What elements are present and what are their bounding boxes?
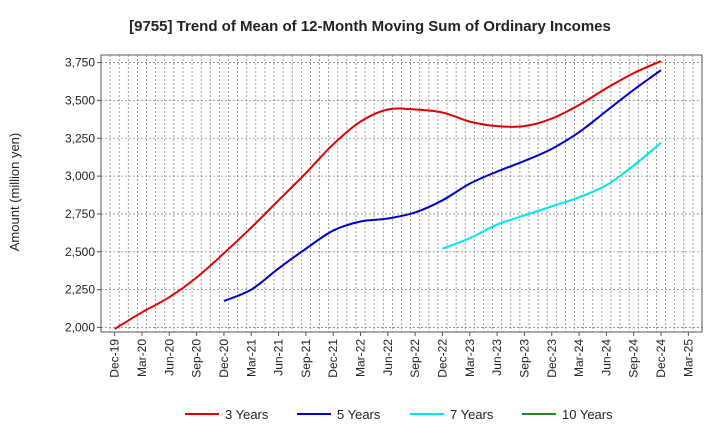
x-tick-label: Jun-24: [599, 339, 613, 376]
x-tick-label: Mar-25: [681, 339, 695, 377]
y-tick-label: 3,500: [65, 93, 95, 107]
x-tick-label: Sep-24: [627, 339, 641, 378]
x-tick-label: Mar-20: [135, 339, 149, 377]
x-axis-ticks: Dec-19 Mar-20 Jun-20 Sep-20 Dec-20 Mar-21 Jun-…: [108, 332, 695, 378]
x-tick-label: Mar-21: [244, 339, 258, 377]
legend: 3 Years 5 Years 7 Years 10 Years: [185, 407, 613, 422]
y-tick-label: 3,250: [65, 131, 95, 145]
x-tick-label: Dec-20: [217, 339, 231, 378]
x-tick-label: Jun-22: [381, 339, 395, 376]
y-axis-ticks: 2,000 2,250 2,500 2,750 3,000 3,250 3,500 3,750: [65, 56, 101, 334]
x-tick-label: Sep-22: [408, 339, 422, 378]
legend-item-10-years: 10 Years: [522, 407, 613, 422]
series-line-5-years: [223, 69, 662, 302]
x-tick-label: Dec-23: [545, 339, 559, 378]
x-tick-label: Jun-20: [162, 339, 176, 376]
legend-item-3-years: 3 Years: [185, 407, 269, 422]
x-tick-label: Mar-22: [354, 339, 368, 377]
x-tick-label: Dec-21: [326, 339, 340, 378]
x-tick-label: Sep-21: [299, 339, 313, 378]
chart-title: [9755] Trend of Mean of 12-Month Moving …: [129, 18, 611, 35]
legend-label: 5 Years: [337, 407, 381, 422]
y-tick-label: 3,750: [65, 56, 95, 70]
legend-item-5-years: 5 Years: [297, 407, 381, 422]
x-tick-label: Sep-20: [190, 339, 204, 378]
y-tick-label: 3,000: [65, 169, 95, 183]
series-lines: [114, 60, 662, 330]
y-tick-label: 2,500: [65, 245, 95, 259]
legend-item-7-years: 7 Years: [410, 407, 494, 422]
legend-label: 10 Years: [562, 407, 613, 422]
x-tick-label: Mar-24: [572, 339, 586, 377]
series-line-7-years: [442, 142, 662, 250]
x-tick-label: Jun-21: [272, 339, 286, 376]
x-tick-label: Jun-23: [490, 339, 504, 376]
y-tick-label: 2,250: [65, 283, 95, 297]
x-tick-label: Dec-22: [435, 339, 449, 378]
grid: [101, 55, 702, 332]
x-tick-label: Mar-23: [463, 339, 477, 377]
legend-label: 3 Years: [225, 407, 269, 422]
y-tick-label: 2,750: [65, 207, 95, 221]
series-line-3-years: [114, 60, 662, 330]
x-tick-label: Dec-24: [654, 339, 668, 378]
y-tick-label: 2,000: [65, 320, 95, 334]
x-tick-label: Dec-19: [108, 339, 122, 378]
legend-label: 7 Years: [450, 407, 494, 422]
x-tick-label: Sep-23: [517, 339, 531, 378]
plot-frame: [100, 54, 703, 333]
y-axis-label: Amount (million yen): [7, 133, 22, 252]
